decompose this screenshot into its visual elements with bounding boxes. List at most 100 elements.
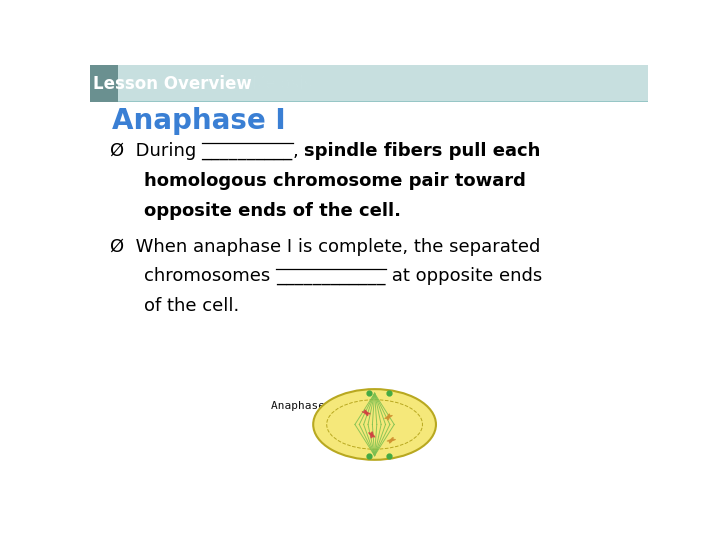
Bar — [90, 89, 648, 102]
Text: ____________: ____________ — [276, 267, 386, 286]
Text: Lesson Overview: Lesson Overview — [93, 75, 251, 92]
Bar — [90, 98, 648, 102]
Bar — [90, 98, 648, 102]
Bar — [90, 70, 648, 102]
Text: homologous chromosome pair toward: homologous chromosome pair toward — [144, 172, 526, 190]
Bar — [90, 66, 648, 102]
Bar — [90, 73, 648, 102]
Text: spindle fibers pull each: spindle fibers pull each — [305, 141, 541, 160]
Text: chromosomes: chromosomes — [144, 267, 276, 286]
Bar — [90, 83, 648, 102]
Bar — [90, 75, 648, 102]
Bar — [90, 87, 648, 102]
Ellipse shape — [384, 415, 392, 419]
Bar — [90, 89, 648, 102]
Bar — [90, 74, 648, 102]
Bar — [90, 86, 648, 102]
Text: opposite ends of the cell.: opposite ends of the cell. — [144, 201, 401, 220]
Bar — [90, 97, 648, 102]
Bar — [90, 100, 648, 102]
Bar — [90, 86, 648, 102]
Bar — [90, 82, 648, 102]
Ellipse shape — [387, 414, 390, 421]
Bar — [90, 80, 648, 102]
Bar — [90, 77, 648, 102]
Bar — [90, 70, 648, 102]
Bar — [90, 79, 648, 102]
Bar — [90, 77, 648, 102]
Bar — [90, 76, 648, 102]
Bar — [90, 65, 118, 102]
Bar — [90, 91, 648, 102]
Ellipse shape — [368, 432, 375, 437]
Bar — [90, 84, 648, 102]
Bar — [90, 78, 648, 102]
Bar — [90, 73, 648, 102]
Ellipse shape — [313, 389, 436, 460]
Bar — [90, 69, 648, 102]
Text: __________: __________ — [202, 141, 293, 160]
Bar — [90, 65, 648, 102]
Bar — [90, 75, 648, 102]
Bar — [90, 85, 648, 102]
Bar — [90, 96, 648, 102]
Bar — [90, 72, 648, 102]
Bar — [90, 69, 648, 102]
Text: Anaphase I: Anaphase I — [112, 107, 286, 135]
Bar — [90, 99, 648, 102]
Bar — [90, 84, 648, 102]
Bar — [90, 70, 648, 102]
Bar — [90, 83, 648, 102]
Bar — [90, 97, 648, 102]
Ellipse shape — [361, 411, 371, 414]
Text: Ø  When anaphase I is complete, the separated: Ø When anaphase I is complete, the separ… — [109, 238, 540, 255]
Bar — [90, 78, 648, 102]
Text: of the cell.: of the cell. — [144, 298, 239, 315]
Bar — [90, 67, 648, 102]
Bar — [90, 90, 648, 102]
Bar — [90, 85, 648, 102]
Text: Ø  During: Ø During — [109, 141, 202, 160]
Bar — [90, 101, 648, 102]
Bar — [90, 80, 648, 102]
Bar — [90, 80, 648, 102]
Bar — [90, 91, 648, 102]
Bar — [90, 88, 648, 102]
Bar — [90, 100, 648, 102]
Bar — [90, 73, 648, 102]
Bar — [90, 99, 648, 102]
Text: at opposite ends: at opposite ends — [386, 267, 542, 286]
Ellipse shape — [370, 431, 374, 438]
Bar — [90, 66, 648, 102]
Text: ,: , — [293, 141, 305, 160]
Bar — [90, 84, 648, 102]
Bar — [90, 93, 648, 102]
Bar — [90, 71, 648, 102]
Bar — [90, 79, 648, 102]
Text: Anaphase I: Anaphase I — [271, 401, 339, 411]
Bar — [90, 94, 648, 102]
Bar — [90, 68, 648, 102]
Bar — [90, 92, 648, 102]
Bar — [90, 77, 648, 102]
Bar — [90, 92, 648, 102]
Bar — [90, 95, 648, 102]
Bar — [90, 94, 648, 102]
Text: Meiosis: Meiosis — [252, 75, 313, 92]
Ellipse shape — [364, 409, 369, 416]
Ellipse shape — [389, 437, 394, 443]
Bar — [90, 90, 648, 102]
Bar — [90, 96, 648, 102]
Bar — [90, 87, 648, 102]
Bar — [90, 91, 648, 102]
Bar — [90, 98, 648, 102]
Ellipse shape — [387, 439, 396, 442]
Bar — [90, 66, 648, 102]
Bar — [90, 68, 648, 102]
Bar — [90, 93, 648, 102]
Bar — [90, 72, 648, 102]
Bar — [90, 87, 648, 102]
Bar — [90, 82, 648, 102]
Bar — [90, 81, 648, 102]
Bar — [90, 71, 648, 102]
